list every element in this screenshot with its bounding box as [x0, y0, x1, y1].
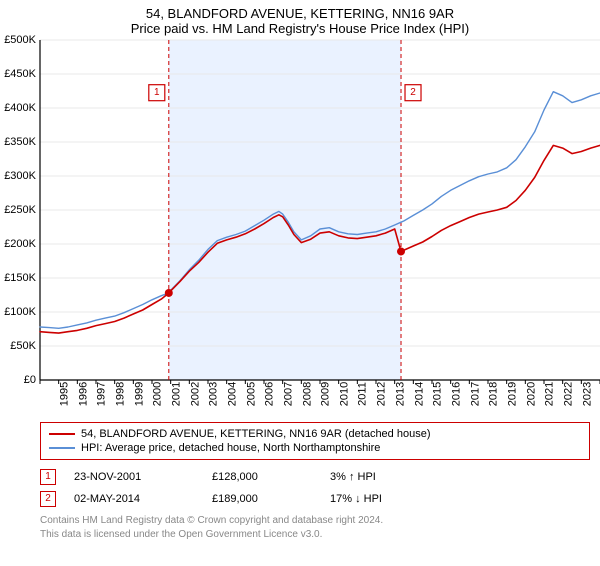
sale-price: £128,000 — [212, 471, 312, 483]
footer: Contains HM Land Registry data © Crown c… — [40, 514, 590, 541]
sale-diff: 3% ↑ HPI — [330, 471, 450, 483]
legend-label: 54, BLANDFORD AVENUE, KETTERING, NN16 9A… — [81, 428, 430, 440]
page-subtitle: Price paid vs. HM Land Registry's House … — [0, 21, 600, 36]
legend-swatch — [49, 433, 75, 435]
y-axis: £0£50K£100K£150K£200K£250K£300K£350K£400… — [0, 40, 40, 380]
sale-row: 2 02-MAY-2014 £189,000 17% ↓ HPI — [40, 488, 590, 510]
sale-marker: 2 — [40, 491, 56, 507]
y-tick-label: £250K — [4, 204, 36, 216]
x-tick-label: 2012 — [376, 382, 388, 406]
x-tick-label: 2010 — [338, 382, 350, 406]
sale-date: 23-NOV-2001 — [74, 471, 194, 483]
x-tick-label: 1999 — [133, 382, 145, 406]
x-tick-label: 2022 — [562, 382, 574, 406]
legend-row: 54, BLANDFORD AVENUE, KETTERING, NN16 9A… — [49, 427, 581, 441]
x-tick-label: 2016 — [450, 382, 462, 406]
y-tick-label: £450K — [4, 68, 36, 80]
x-tick-label: 2020 — [525, 382, 537, 406]
x-tick-label: 1996 — [77, 382, 89, 406]
sale-marker: 1 — [40, 469, 56, 485]
x-tick-label: 2017 — [469, 382, 481, 406]
x-tick-label: 2023 — [581, 382, 593, 406]
legend-label: HPI: Average price, detached house, Nort… — [81, 442, 380, 454]
y-tick-label: £200K — [4, 238, 36, 250]
x-tick-label: 2001 — [170, 382, 182, 406]
sale-price: £189,000 — [212, 493, 312, 505]
y-tick-label: £400K — [4, 102, 36, 114]
x-tick-label: 2005 — [245, 382, 257, 406]
x-tick-label: 2002 — [189, 382, 201, 406]
x-tick-label: 2014 — [413, 382, 425, 406]
y-tick-label: £100K — [4, 306, 36, 318]
y-tick-label: £500K — [4, 34, 36, 46]
footer-line-1: Contains HM Land Registry data © Crown c… — [40, 514, 590, 528]
x-tick-label: 2009 — [320, 382, 332, 406]
sale-diff: 17% ↓ HPI — [330, 493, 450, 505]
x-axis: 1995 1996 1997 1998 1999 2000 2001 2002 2003 2004… — [40, 380, 600, 410]
plot-svg: 12 — [40, 40, 600, 380]
footer-line-2: This data is licensed under the Open Gov… — [40, 528, 590, 542]
legend: 54, BLANDFORD AVENUE, KETTERING, NN16 9A… — [40, 422, 590, 460]
svg-text:2: 2 — [410, 87, 416, 98]
page-title: 54, BLANDFORD AVENUE, KETTERING, NN16 9A… — [0, 6, 600, 21]
x-tick-label: 2004 — [226, 382, 238, 406]
x-tick-label: 1997 — [96, 382, 108, 406]
legend-swatch — [49, 447, 75, 449]
x-tick-label: 2008 — [301, 382, 313, 406]
x-tick-label: 1995 — [58, 382, 70, 406]
x-tick-label: 2015 — [432, 382, 444, 406]
sale-row: 1 23-NOV-2001 £128,000 3% ↑ HPI — [40, 466, 590, 488]
svg-text:1: 1 — [154, 87, 160, 98]
y-tick-label: £150K — [4, 272, 36, 284]
y-tick-label: £50K — [10, 340, 36, 352]
legend-row: HPI: Average price, detached house, Nort… — [49, 441, 581, 455]
y-tick-label: £300K — [4, 170, 36, 182]
y-tick-label: £350K — [4, 136, 36, 148]
x-tick-label: 2006 — [264, 382, 276, 406]
x-tick-label: 2021 — [544, 382, 556, 406]
x-tick-label: 2019 — [506, 382, 518, 406]
x-tick-label: 2003 — [208, 382, 220, 406]
y-tick-label: £0 — [24, 374, 36, 386]
x-tick-label: 2013 — [394, 382, 406, 406]
x-tick-label: 2007 — [282, 382, 294, 406]
chart-area: £0£50K£100K£150K£200K£250K£300K£350K£400… — [40, 40, 600, 380]
x-tick-label: 2000 — [152, 382, 164, 406]
sale-table: 1 23-NOV-2001 £128,000 3% ↑ HPI 2 02-MAY-2014… — [40, 466, 590, 510]
x-tick-label: 2018 — [488, 382, 500, 406]
sale-date: 02-MAY-2014 — [74, 493, 194, 505]
x-tick-label: 2011 — [356, 382, 368, 406]
x-tick-label: 1998 — [114, 382, 126, 406]
